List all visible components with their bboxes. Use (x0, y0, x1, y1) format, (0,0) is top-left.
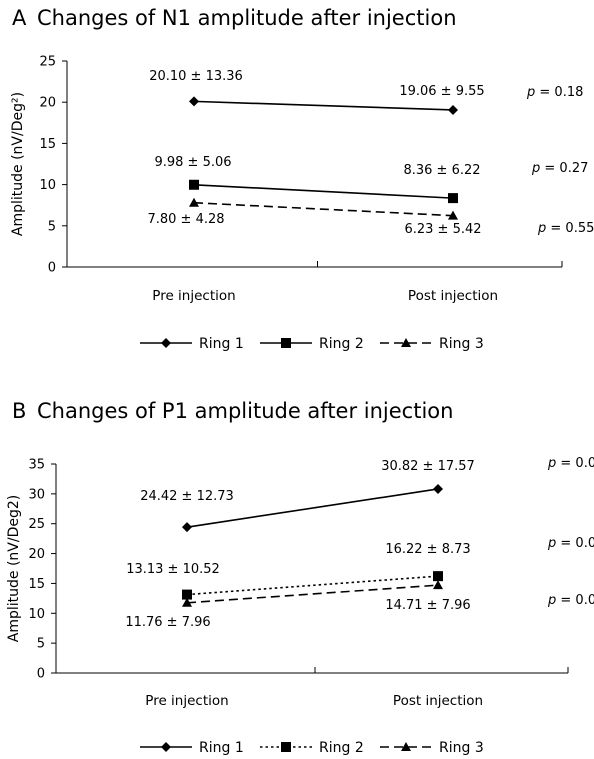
p-symbol: p (547, 593, 556, 608)
legend-label: Ring 2 (319, 740, 364, 756)
p-value: = 0.27 (540, 161, 588, 176)
data-label-pre: 13.13 ± 10.52 (126, 562, 220, 577)
data-label-pre: 11.76 ± 7.96 (125, 615, 210, 630)
legend-label: Ring 2 (319, 336, 364, 352)
p-value-label: p = 0.55 (537, 221, 594, 236)
y-axis-label: Amplitude (nV/Deg2) (6, 495, 22, 642)
y-tick-label: 0 (48, 261, 56, 276)
legend: Ring 1 Ring 2 Ring 3 (140, 336, 484, 352)
data-point-triangle (182, 597, 192, 607)
y-axis-label: Amplitude (nV/Deg²) (10, 92, 26, 236)
y-tick-label: 10 (28, 607, 45, 622)
data-point-square (189, 179, 199, 190)
chart-title: Changes of P1 amplitude after injection (37, 399, 453, 423)
y-tick-label: 20 (28, 547, 45, 562)
chart-panel-a: A Changes of N1 amplitude after injection… (10, 6, 594, 352)
data-label-post: 30.82 ± 17.57 (381, 459, 475, 474)
legend-label: Ring 3 (439, 336, 484, 352)
data-point-diamond (448, 104, 458, 115)
data-label-post: 19.06 ± 9.55 (399, 84, 484, 99)
data-label-pre: 24.42 ± 12.73 (140, 489, 234, 504)
series-line (186, 488, 439, 528)
legend-marker-square (281, 742, 291, 752)
data-point-diamond (433, 483, 443, 494)
data-point-diamond (189, 96, 199, 107)
p-symbol: p (526, 85, 535, 100)
p-symbol: p (547, 456, 556, 471)
data-label-pre: 20.10 ± 13.36 (149, 69, 243, 84)
legend-label: Ring 1 (199, 740, 244, 756)
p-value: = 0.0 (556, 593, 594, 608)
y-tick-label: 5 (48, 219, 56, 234)
chart-panel-b: B Changes of P1 amplitude after injection… (6, 399, 594, 756)
y-tick-label: 10 (39, 178, 56, 193)
data-point-square (433, 571, 443, 582)
data-label-post: 14.71 ± 7.96 (385, 598, 470, 613)
chart-title: Changes of N1 amplitude after injection (37, 6, 457, 30)
p-value-label: p = 0.0 (547, 593, 594, 608)
data-point-triangle (433, 580, 443, 590)
p-value-label: p = 0.0 (547, 456, 594, 471)
data-point-square (448, 193, 458, 204)
y-tick-label: 15 (28, 577, 45, 592)
p-value: = 0.0 (556, 536, 594, 551)
p-value: = 0.18 (535, 85, 583, 100)
series-ring-1: 24.42 ± 12.73 30.82 ± 17.57 p = 0.0 (140, 456, 594, 533)
p-symbol: p (547, 536, 556, 551)
y-tick-label: 5 (37, 637, 45, 652)
x-category-label: Pre injection (152, 288, 235, 304)
panel-letter: A (12, 6, 27, 30)
series-ring-2: 13.13 ± 10.52 16.22 ± 8.73 p = 0.0 (126, 536, 594, 600)
series-ring-2: 9.98 ± 5.06 8.36 ± 6.22 p = 0.27 (154, 155, 588, 204)
series-line (193, 100, 454, 111)
legend-marker-diamond (161, 338, 171, 348)
series-line (193, 183, 454, 199)
p-value-label: p = 0.27 (531, 161, 588, 176)
data-point-triangle (448, 210, 458, 220)
legend-label: Ring 3 (439, 740, 484, 756)
data-point-square (182, 589, 192, 600)
x-category-label: Pre injection (145, 693, 228, 709)
legend-marker-triangle (401, 742, 411, 751)
data-label-post: 6.23 ± 5.42 (404, 222, 481, 237)
data-point-diamond (182, 522, 192, 533)
p-value: = 0.0 (556, 456, 594, 471)
series-line (186, 575, 439, 596)
data-label-pre: 9.98 ± 5.06 (154, 155, 231, 170)
p-value-label: p = 0.0 (547, 536, 594, 551)
data-point-triangle (189, 197, 199, 207)
y-tick-label: 35 (28, 458, 45, 473)
y-tick-label: 20 (39, 96, 56, 111)
y-tick-label: 15 (39, 137, 56, 152)
panel-letter: B (12, 399, 26, 423)
series-ring-3: 7.80 ± 4.28 6.23 ± 5.42 p = 0.55 (147, 197, 594, 237)
legend-marker-diamond (161, 742, 171, 752)
y-tick-label: 25 (39, 55, 56, 70)
series-line (193, 201, 454, 217)
series-ring-1: 20.10 ± 13.36 19.06 ± 9.55 p = 0.18 (149, 69, 583, 115)
data-label-post: 16.22 ± 8.73 (385, 542, 470, 557)
y-tick-label: 30 (28, 487, 45, 502)
series-ring-3: 11.76 ± 7.96 14.71 ± 7.96 p = 0.0 (125, 580, 594, 630)
legend-label: Ring 1 (199, 336, 244, 352)
data-label-pre: 7.80 ± 4.28 (147, 212, 224, 227)
p-symbol: p (537, 221, 546, 236)
p-value-label: p = 0.18 (526, 85, 583, 100)
legend: Ring 1 Ring 2 Ring 3 (140, 740, 484, 756)
legend-marker-triangle (401, 338, 411, 347)
x-category-label: Post injection (408, 288, 498, 304)
p-value: = 0.55 (546, 221, 594, 236)
y-tick-label: 25 (28, 517, 45, 532)
legend-marker-square (281, 338, 291, 348)
y-tick-label: 0 (37, 667, 45, 682)
x-category-label: Post injection (393, 693, 483, 709)
data-label-post: 8.36 ± 6.22 (403, 163, 480, 178)
p-symbol: p (531, 161, 540, 176)
